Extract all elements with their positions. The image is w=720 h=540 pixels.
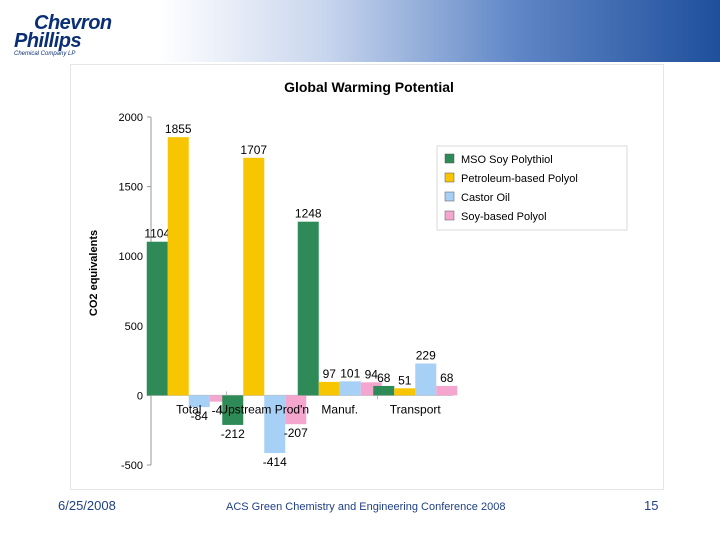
- bar: [264, 395, 286, 454]
- legend-swatch: [444, 191, 455, 202]
- legend-swatch: [444, 210, 455, 221]
- bar: [394, 388, 416, 396]
- legend-label: Petroleum-based Polyol: [461, 173, 578, 185]
- bar: [188, 395, 210, 408]
- legend-label: Castor Oil: [461, 192, 510, 204]
- data-label: 94: [365, 367, 379, 381]
- data-label: 51: [398, 373, 412, 387]
- company-logo: Chevron Phillips Chemical Company LP: [14, 12, 112, 57]
- legend-label: Soy-based Polyol: [461, 211, 547, 223]
- data-label: -84: [191, 409, 209, 423]
- bar: [339, 381, 361, 396]
- data-label: -414: [263, 455, 287, 469]
- header-band: [0, 0, 720, 62]
- data-label: 68: [377, 371, 391, 385]
- bar: [209, 395, 231, 402]
- data-label: -207: [284, 426, 308, 440]
- x-tick-label: Upstream Prod'n: [219, 402, 309, 416]
- bar: [146, 241, 168, 396]
- legend-box: [436, 145, 628, 231]
- page-number: 15: [644, 498, 659, 513]
- legend-swatch: [444, 172, 455, 183]
- bar: [243, 157, 265, 396]
- data-label: 229: [416, 349, 436, 363]
- y-axis-label: CO2 equivalents: [88, 230, 100, 316]
- y-tick-label: 500: [125, 321, 143, 333]
- bar: [373, 385, 395, 396]
- legend-swatch: [444, 153, 455, 164]
- x-tick-label: Total: [176, 402, 201, 416]
- data-label: 1855: [165, 122, 192, 136]
- bar: [285, 395, 307, 425]
- data-label: 97: [323, 367, 337, 381]
- data-label: -212: [221, 427, 245, 441]
- legend-label: MSO Soy Polythiol: [461, 154, 553, 166]
- chart-title: Global Warming Potential: [284, 79, 454, 95]
- data-label: 1707: [240, 143, 267, 157]
- bar: [297, 221, 319, 396]
- chart-panel: Global Warming Potential CO2 equivalents…: [70, 64, 664, 490]
- bar: [167, 137, 189, 396]
- chart: Global Warming Potential CO2 equivalents…: [88, 79, 628, 472]
- x-tick-label: Manuf.: [321, 402, 358, 416]
- data-label: 68: [440, 371, 454, 385]
- y-tick-label: 2000: [119, 112, 143, 124]
- bar: [415, 363, 437, 396]
- footer-date: 6/25/2008: [58, 498, 116, 513]
- y-tick-label: 1500: [119, 182, 143, 194]
- data-label: 101: [340, 366, 360, 380]
- y-tick-label: 1000: [119, 251, 143, 263]
- data-label: 1104: [144, 227, 170, 241]
- bar: [318, 381, 340, 396]
- bar: [222, 395, 244, 425]
- y-tick-label: -500: [121, 460, 143, 472]
- footer-conference: ACS Green Chemistry and Engineering Conf…: [226, 501, 506, 513]
- x-tick-label: Transport: [390, 402, 442, 416]
- y-tick-label: 0: [137, 390, 143, 402]
- data-label: 1248: [295, 207, 322, 221]
- bar: [436, 385, 458, 396]
